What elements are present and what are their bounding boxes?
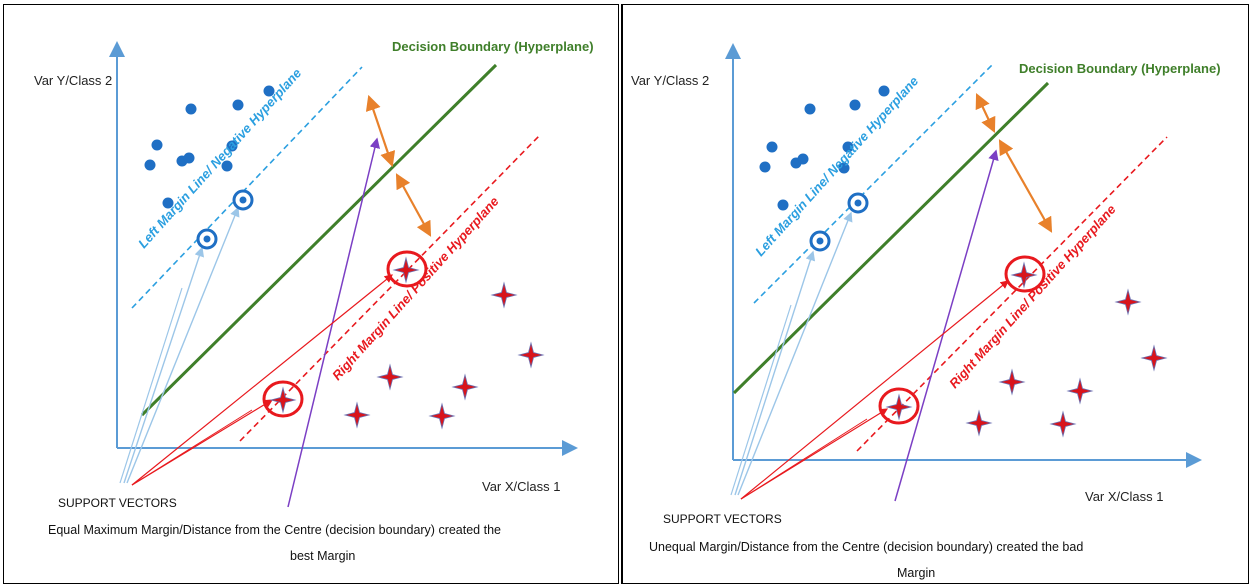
blue-dot-icon [226, 140, 238, 152]
blue-dot-icon [777, 199, 789, 211]
class1-points [270, 257, 544, 429]
x-axis-label: Var X/Class 1 [1085, 489, 1164, 504]
right-margin-label: Right Margin Line/ Positive Hyperplane [329, 194, 502, 383]
decision-boundary-line [732, 81, 1050, 395]
left-margin-line [753, 64, 993, 304]
sv-arrow [126, 206, 240, 484]
sv-arrow [123, 246, 205, 484]
margin-arrow-right [998, 139, 1053, 233]
red-star-icon [1141, 345, 1167, 371]
red-star-icon [491, 282, 517, 308]
margin-arrow-left [365, 94, 396, 168]
panel-equal-margin: Var Y/Class 2 Var X/Class 1 Decision Bou… [3, 4, 619, 584]
blue-support-vector [196, 228, 218, 250]
sv-arrow [737, 211, 853, 496]
decision-boundary-label: Decision Boundary (Hyperplane) [1019, 61, 1221, 76]
red-support-vector-circle [878, 387, 920, 425]
sv-arrow [131, 409, 253, 486]
red-star-icon [966, 410, 992, 436]
caption-line-1: Unequal Margin/Distance from the Centre … [649, 540, 1083, 554]
blue-dot-icon [797, 153, 809, 165]
class1-points [886, 262, 1167, 437]
red-star-icon [270, 387, 296, 413]
blue-dot-icon [849, 99, 861, 111]
blue-dot-icon [878, 85, 890, 97]
caption-line-2: Margin [897, 566, 935, 580]
red-star-icon [344, 402, 370, 428]
svm-diagram-equal-margin: Var Y/Class 2 Var X/Class 1 Decision Bou… [34, 39, 594, 563]
red-support-vector-circle [1004, 255, 1046, 293]
blue-dot-icon [185, 103, 197, 115]
caption-line-2: best Margin [290, 549, 355, 563]
red-star-icon [1067, 378, 1093, 404]
sv-arrow [740, 280, 1009, 500]
blue-dot-icon [144, 159, 156, 171]
blue-dot-icon [162, 197, 174, 209]
blue-dot-icon [232, 99, 244, 111]
blue-support-vector [232, 189, 254, 211]
class2-points [759, 85, 890, 211]
red-star-icon [452, 374, 478, 400]
sv-arrow [131, 274, 393, 486]
sv-arrow [740, 418, 868, 500]
svm-diagram-unequal-margin: Var Y/Class 2 Var X/Class 1 Decision Bou… [631, 43, 1221, 580]
red-star-icon [999, 369, 1025, 395]
blue-dot-icon [838, 162, 850, 174]
caption-line-1: Equal Maximum Margin/Distance from the C… [48, 523, 501, 537]
red-star-icon [886, 394, 912, 420]
red-star-icon [1115, 289, 1141, 315]
blue-support-vector [847, 192, 869, 214]
red-star-icon [1050, 411, 1076, 437]
panel-unequal-margin: Var Y/Class 2 Var X/Class 1 Decision Bou… [621, 4, 1249, 584]
blue-dot-icon [151, 139, 163, 151]
blue-dot-icon [759, 161, 771, 173]
red-star-icon [518, 342, 544, 368]
right-margin-label: Right Margin Line/ Positive Hyperplane [946, 202, 1119, 391]
y-axis-label: Var Y/Class 2 [34, 73, 112, 88]
class2-points [144, 85, 275, 209]
blue-dot-icon [804, 103, 816, 115]
decision-boundary-label: Decision Boundary (Hyperplane) [392, 39, 594, 54]
support-vectors-label: SUPPORT VECTORS [58, 496, 177, 510]
decision-boundary-line [140, 63, 498, 417]
red-star-icon [377, 364, 403, 390]
margin-pointer-arrow [894, 149, 999, 502]
blue-dot-icon [263, 85, 275, 97]
sv-arrow [119, 287, 183, 484]
red-star-icon [1011, 262, 1037, 288]
left-margin-line [131, 66, 363, 309]
support-vectors-label: SUPPORT VECTORS [663, 512, 782, 526]
red-support-vector-circle [262, 380, 304, 418]
blue-dot-icon [183, 152, 195, 164]
sv-arrow [734, 250, 816, 496]
blue-dot-icon [842, 141, 854, 153]
blue-dot-icon [221, 160, 233, 172]
blue-support-vector [809, 230, 831, 252]
red-support-vector-circle [386, 250, 428, 288]
sv-arrow [730, 304, 792, 496]
y-axis-label: Var Y/Class 2 [631, 73, 709, 88]
right-margin-line [239, 134, 541, 442]
blue-dot-icon [766, 141, 778, 153]
x-axis-label: Var X/Class 1 [482, 479, 561, 494]
right-margin-line [856, 136, 1168, 452]
margin-arrow-right [395, 173, 432, 237]
margin-arrow-left [975, 93, 996, 133]
left-margin-label: Left Margin Line/ Negative Hyperplane [135, 65, 304, 251]
red-star-icon [429, 403, 455, 429]
